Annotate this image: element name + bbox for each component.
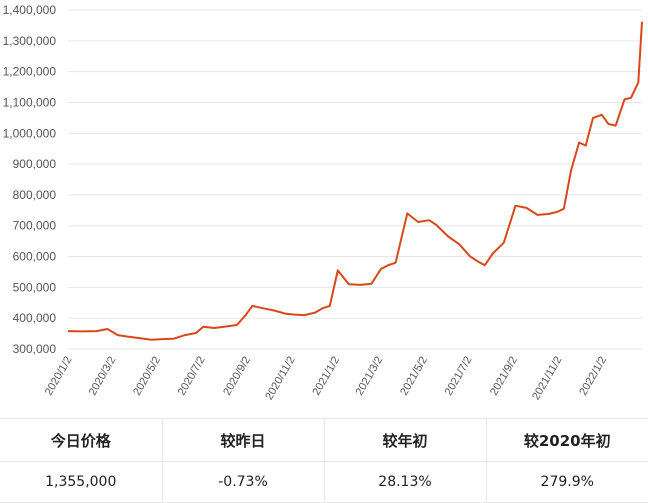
y-tick-label: 300,000 [13,342,57,356]
x-tick-label: 2020/1/2 [43,355,75,398]
x-tick-label: 2022/1/2 [577,355,609,398]
stats-value-row: 1,355,000 -0.73% 28.13% 279.9% [0,461,648,503]
y-tick-label: 1,100,000 [3,95,57,109]
x-axis-ticks: 2020/1/2 2020/3/2 2020/5/2 2020/7/2 2020/9/2… [43,355,609,403]
line-chart-svg: 300,000 400,000 500,000 600,000 700,000 800,0… [3,3,643,403]
x-tick-label: 2021/1/2 [310,355,342,398]
stats-value-vs-yesterday: -0.73% [161,461,325,503]
grid-lines [68,9,642,350]
stats-value-vs-2020-start: 279.9% [485,461,648,503]
stats-value-today-price: 1,355,000 [0,461,163,503]
x-tick-label: 2021/11/2 [530,355,564,403]
stats-header-vs-year-start: 较年初 [323,418,487,462]
stats-header-row: 今日价格 较昨日 较年初 较2020年初 [0,418,648,462]
x-tick-label: 2020/3/2 [87,355,119,398]
x-tick-label: 2020/7/2 [176,355,208,398]
stats-header-vs-2020-start: 较2020年初 [485,418,648,462]
x-tick-label: 2020/9/2 [221,355,253,398]
y-tick-label: 700,000 [13,219,57,233]
y-tick-label: 1,400,000 [3,3,57,17]
stats-header-today-price: 今日价格 [0,418,163,462]
y-tick-label: 400,000 [13,311,57,325]
y-tick-label: 600,000 [13,250,57,264]
price-chart: 300,000 400,000 500,000 600,000 700,000 800,0… [3,3,643,403]
stats-header-vs-yesterday: 较昨日 [161,418,325,462]
y-tick-label: 900,000 [13,157,57,171]
y-tick-label: 500,000 [13,280,57,294]
x-tick-label: 2020/11/2 [263,355,297,403]
stats-value-vs-year-start: 28.13% [323,461,487,503]
y-tick-label: 1,000,000 [3,126,57,140]
y-tick-label: 1,200,000 [3,65,57,79]
y-axis-ticks: 300,000 400,000 500,000 600,000 700,000 800,0… [3,3,57,356]
price-series-line [67,21,643,341]
x-tick-label: 2020/5/2 [131,355,163,398]
x-tick-label: 2021/9/2 [488,355,520,398]
x-tick-label: 2021/5/2 [398,355,430,398]
x-tick-label: 2021/7/2 [443,355,475,398]
y-tick-label: 1,300,000 [3,34,57,48]
y-tick-label: 800,000 [13,188,57,202]
stats-table: 今日价格 较昨日 较年初 较2020年初 1,355,000 -0.73% 28… [0,418,648,503]
x-tick-label: 2021/3/2 [354,355,386,398]
